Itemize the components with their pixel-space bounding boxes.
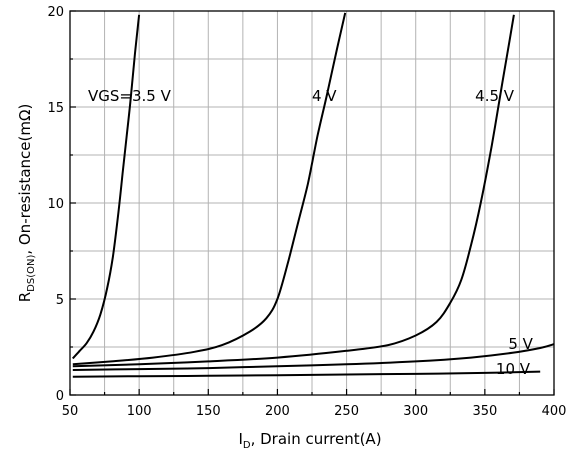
y-tick-label: 0 <box>56 389 64 404</box>
series-line-2 <box>72 14 515 368</box>
y-tick-label: 15 <box>47 101 64 116</box>
series-line-1 <box>72 12 347 366</box>
series-line-0 <box>72 14 141 360</box>
x-tick-label: 150 <box>196 404 221 419</box>
curve-label-1: 4 V <box>312 87 337 105</box>
curve-label-4: 10 V <box>496 360 531 378</box>
series-line-3 <box>72 343 555 371</box>
x-tick-label: 300 <box>403 404 428 419</box>
grid <box>70 11 554 395</box>
curve-label-0: VGS=3.5 V <box>88 87 172 105</box>
curve-label-3: 5 V <box>508 335 533 353</box>
y-axis-title: RDS(ON), On-resistance(mΩ) <box>16 104 37 303</box>
x-tick-label: 400 <box>542 404 567 419</box>
x-tick-label: 350 <box>472 404 497 419</box>
ticks: 50 100 150 200 250 300 350 400 0 5 10 15 20 <box>47 5 566 419</box>
curve-label-2: 4.5 V <box>475 87 515 105</box>
x-tick-label: 100 <box>127 404 152 419</box>
y-tick-label: 10 <box>47 197 64 212</box>
y-tick-label: 20 <box>47 5 64 20</box>
curve-labels: VGS=3.5 V 4 V 4.5 V 5 V 10 V <box>88 87 534 378</box>
x-axis-title: ID, Drain current(A) <box>238 430 381 451</box>
curves <box>72 12 555 378</box>
y-tick-label: 5 <box>56 293 64 308</box>
x-tick-label: 200 <box>265 404 290 419</box>
x-tick-label: 50 <box>62 404 79 419</box>
series-line-4 <box>72 370 541 378</box>
x-tick-label: 250 <box>334 404 359 419</box>
